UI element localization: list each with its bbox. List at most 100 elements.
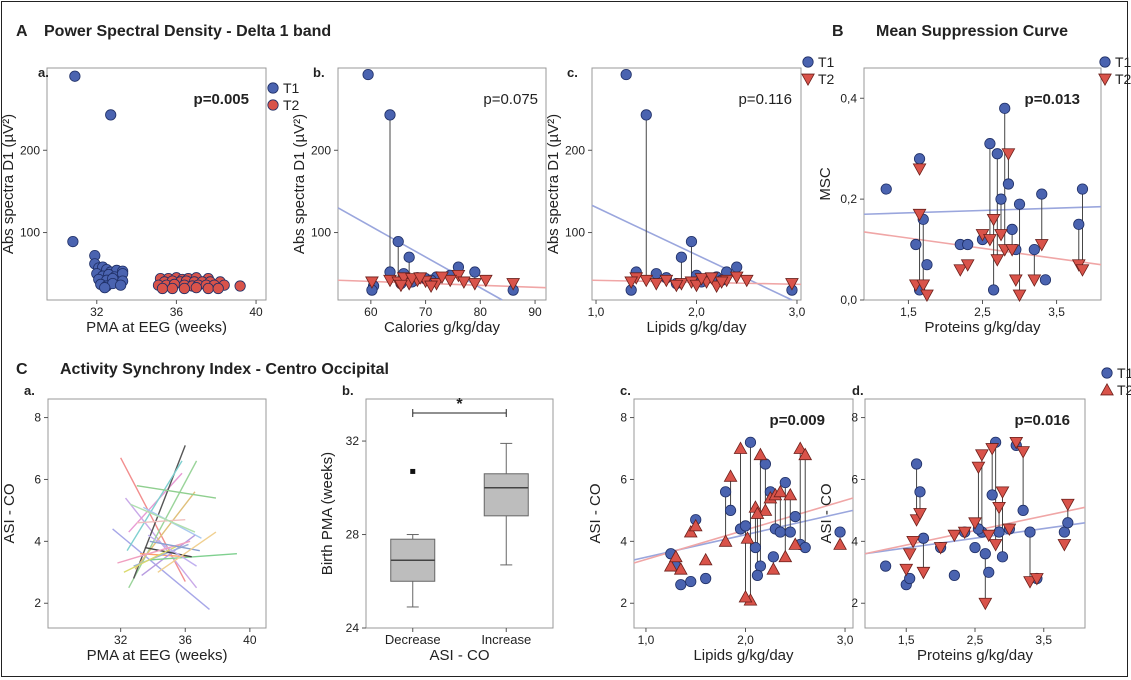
y-tick-label: 100 xyxy=(20,226,40,240)
outlier-point xyxy=(410,468,416,474)
data-point xyxy=(1060,498,1075,512)
data-point xyxy=(663,559,678,572)
y-tick-label: 200 xyxy=(311,143,331,157)
data-point xyxy=(913,508,927,521)
data-point xyxy=(899,563,914,577)
data-point xyxy=(1099,56,1111,68)
y-tick-label: 8 xyxy=(620,411,627,425)
legend-label: T1 xyxy=(1115,54,1131,70)
y-tick-label: 4 xyxy=(34,534,41,548)
data-point xyxy=(1002,178,1015,190)
data-point xyxy=(784,526,796,538)
data-point xyxy=(469,266,481,278)
data-point xyxy=(801,73,815,87)
y-axis-label: Abs spectra D1 (µV²) xyxy=(0,114,17,254)
y-axis-label: Abs spectra D1 (µV²) xyxy=(291,114,308,254)
x-tick-label: 90 xyxy=(528,305,542,319)
x-tick-label: 32 xyxy=(114,633,128,647)
data-point xyxy=(904,572,916,585)
data-point xyxy=(675,251,688,263)
section-title-b: Mean Suppression Curve xyxy=(876,23,1068,40)
y-tick-label: 24 xyxy=(346,621,360,635)
trend-line xyxy=(337,207,503,301)
y-tick-label: 100 xyxy=(311,226,331,240)
section-letter-b: B xyxy=(832,23,844,40)
data-point xyxy=(988,539,1003,552)
x-axis-label: PMA at EEG (weeks) xyxy=(87,647,228,664)
y-axis-label: ASI - CO xyxy=(1,483,18,543)
data-point xyxy=(506,278,521,291)
y-axis-label: ASI - CO xyxy=(818,483,835,543)
data-point xyxy=(740,531,755,544)
data-point xyxy=(234,280,246,292)
data-point xyxy=(624,276,639,289)
subject-line xyxy=(134,491,196,570)
data-point xyxy=(212,282,224,295)
data-point xyxy=(988,284,1000,296)
plot-area xyxy=(633,398,854,629)
x-tick-label: 2,0 xyxy=(688,305,705,319)
data-point xyxy=(754,560,767,572)
data-point xyxy=(758,503,773,516)
legend-label: T1 xyxy=(818,54,835,70)
legend-label: T1 xyxy=(1117,365,1131,381)
y-tick-label: 6 xyxy=(620,472,627,486)
data-point xyxy=(996,551,1009,563)
data-point xyxy=(650,268,662,280)
data-point xyxy=(953,264,968,277)
data-point xyxy=(739,274,754,288)
y-tick-label: 8 xyxy=(851,411,858,425)
data-point xyxy=(738,590,753,603)
data-point xyxy=(1017,504,1029,517)
data-point xyxy=(1073,218,1085,230)
plot-area xyxy=(46,67,267,301)
data-point xyxy=(968,517,982,530)
y-tick-label: 8 xyxy=(34,411,41,425)
panel-label: a. xyxy=(24,383,35,398)
legend-label: T1 xyxy=(283,80,300,96)
data-point xyxy=(392,235,404,248)
data-point xyxy=(424,280,438,294)
plot-area xyxy=(365,398,554,629)
x-tick-label: 1,5 xyxy=(900,305,917,319)
subject-line xyxy=(136,484,217,499)
data-point xyxy=(986,213,1001,227)
data-point xyxy=(67,235,79,248)
data-point xyxy=(933,542,948,555)
x-tick-label: 40 xyxy=(249,305,263,319)
data-point xyxy=(1057,539,1072,552)
data-point xyxy=(1101,367,1113,379)
chart-panel-7: d. p=0.016 2 4 6 8 ASI - CO Proteins g/kg/day1,… xyxy=(818,383,1086,664)
data-point xyxy=(910,238,922,251)
data-point xyxy=(362,68,374,81)
subject-line xyxy=(144,546,192,558)
data-point xyxy=(906,535,921,549)
subject-line xyxy=(157,531,217,573)
x-tick-label: 3,5 xyxy=(1048,305,1065,319)
data-point xyxy=(99,282,111,294)
data-point xyxy=(202,282,214,295)
data-point xyxy=(802,56,814,68)
y-axis-label: Abs spectra D1 (µV²) xyxy=(545,114,562,254)
y-tick-label: 200 xyxy=(20,143,40,157)
data-point xyxy=(995,193,1007,205)
data-point xyxy=(659,274,674,288)
data-point xyxy=(981,529,996,543)
data-point xyxy=(403,251,415,263)
data-point xyxy=(668,549,683,563)
x-tick-label: 2,5 xyxy=(974,305,991,319)
data-point xyxy=(978,597,993,611)
subject-line xyxy=(149,553,237,561)
data-point xyxy=(1005,244,1020,257)
x-tick-label: 2,5 xyxy=(967,633,984,647)
x-axis-label: ASI - CO xyxy=(429,647,489,664)
data-point xyxy=(1024,526,1036,538)
section-letter-c: C xyxy=(16,361,28,378)
data-point xyxy=(115,279,127,291)
panel-label: b. xyxy=(342,383,354,398)
data-point xyxy=(724,504,737,517)
subject-line xyxy=(147,534,197,567)
